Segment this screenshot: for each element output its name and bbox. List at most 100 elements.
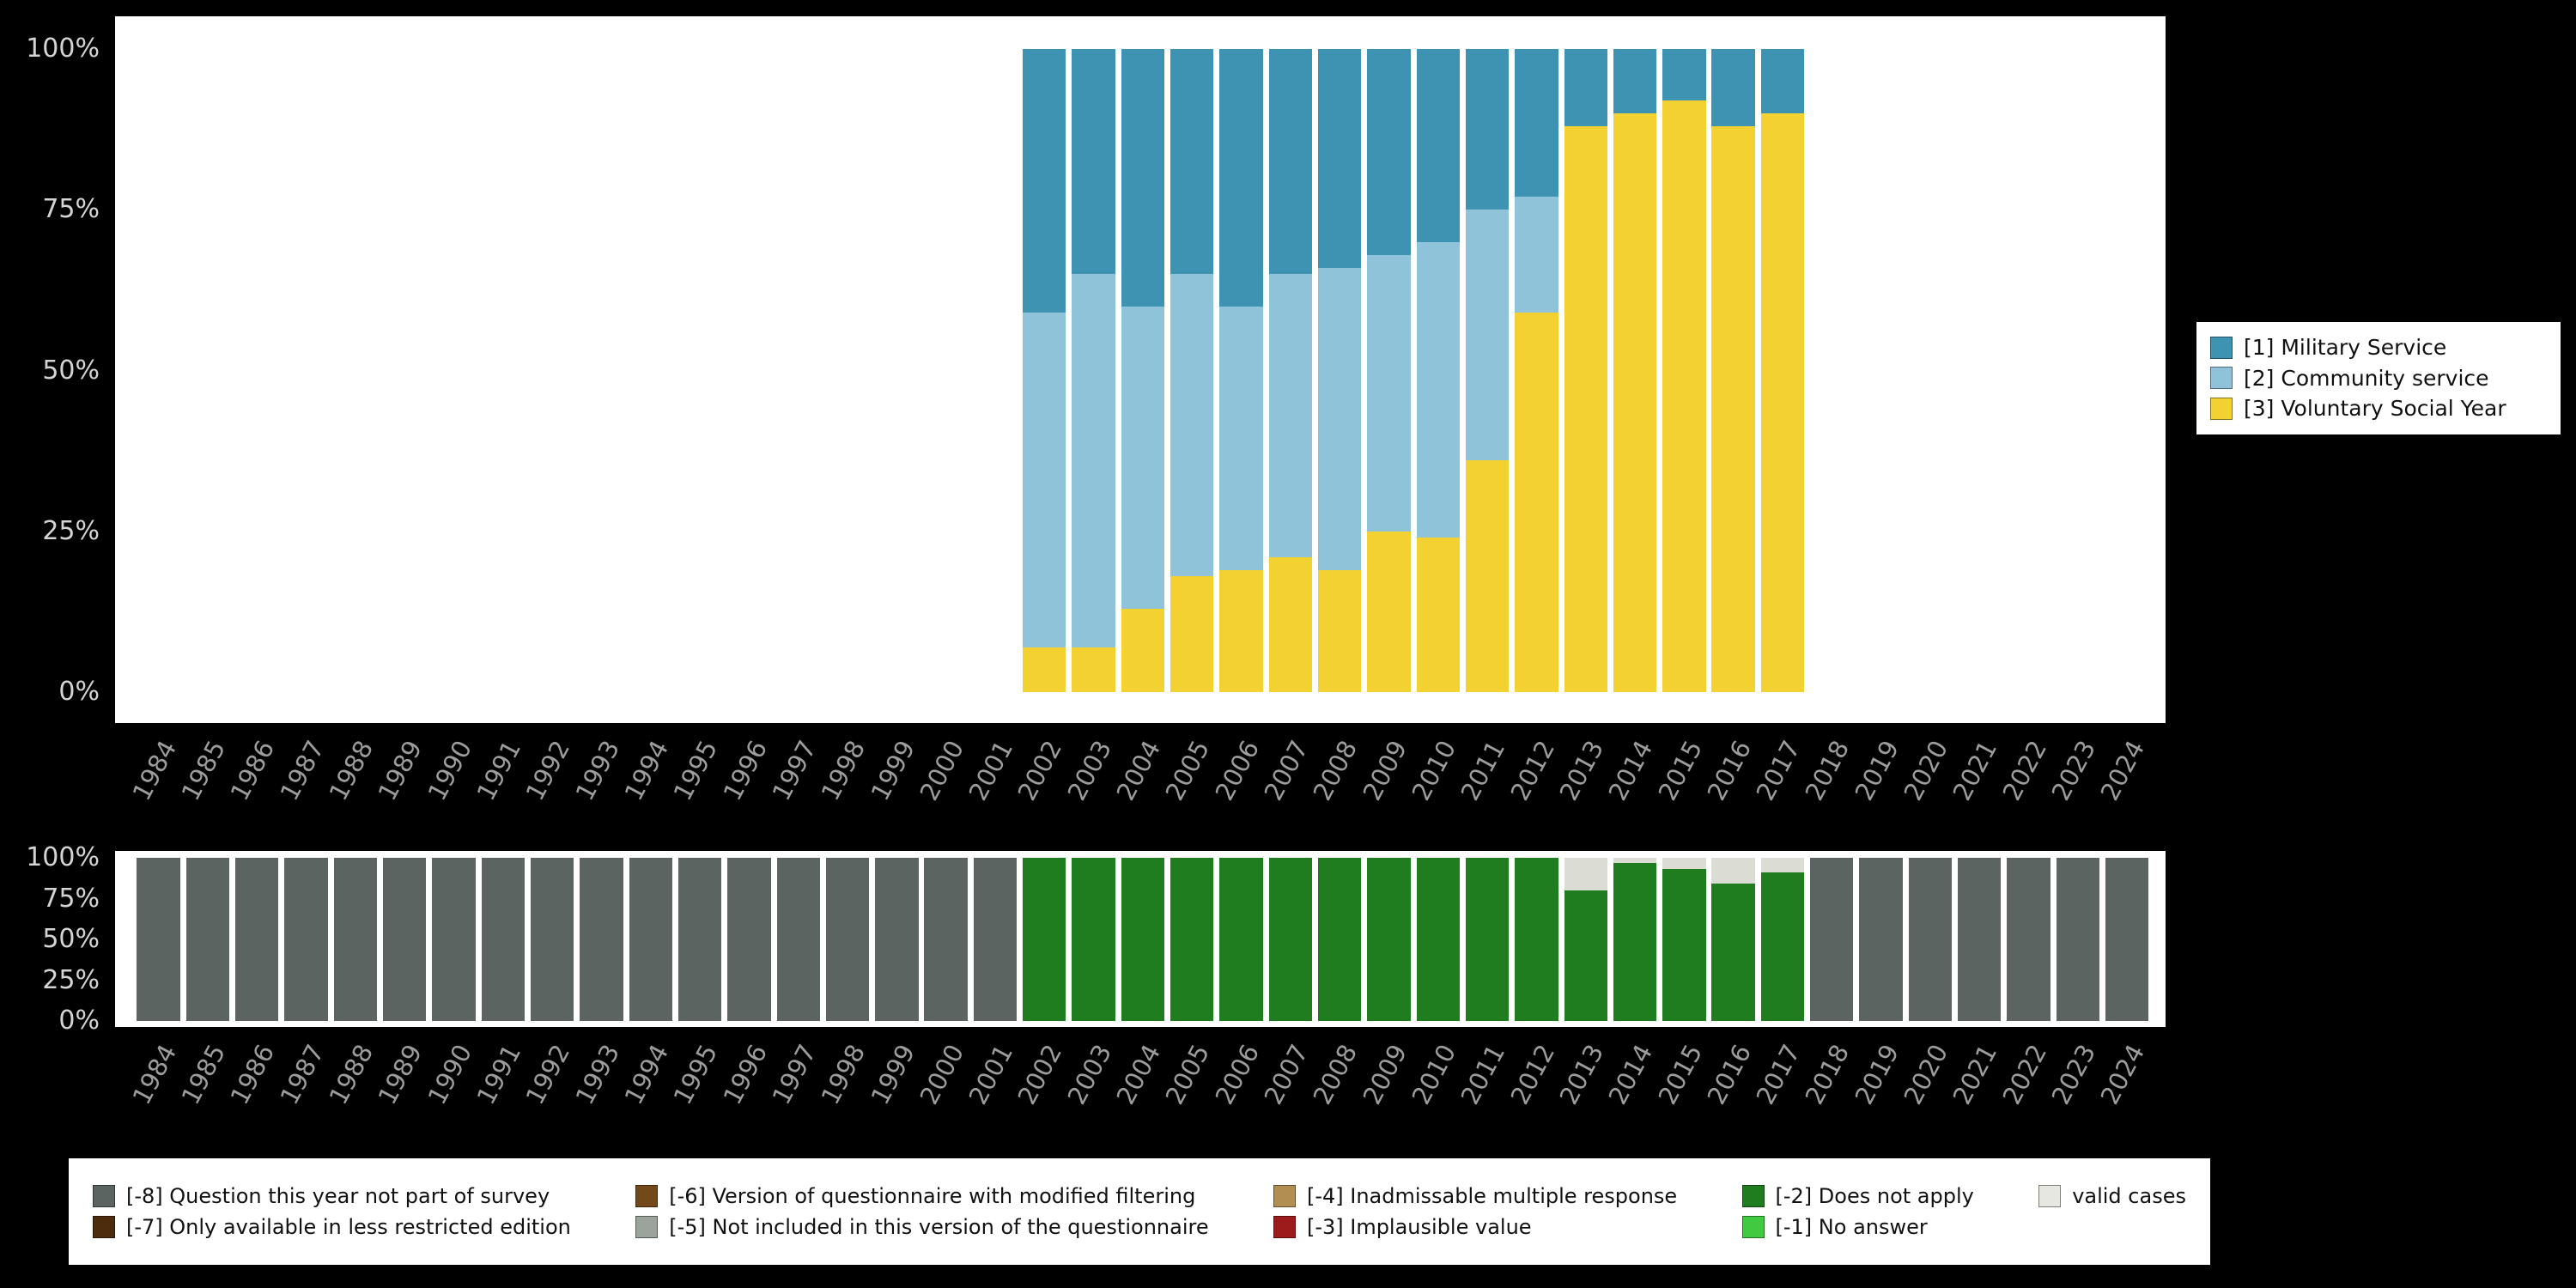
stacked-bar bbox=[974, 858, 1017, 1021]
survey-variable-chart: 0%25%50%75%100% 198419851986198719881989… bbox=[0, 0, 2576, 1288]
x-tick-label: 2007 bbox=[1261, 737, 1312, 805]
y-tick-label: 75% bbox=[42, 886, 100, 912]
bar-slot-2024 bbox=[2103, 858, 2152, 1021]
x-tick-label: 1986 bbox=[228, 737, 279, 805]
stacked-bar bbox=[1909, 858, 1952, 1021]
bar-slot-1993 bbox=[577, 858, 626, 1021]
stacked-bar bbox=[531, 858, 574, 1021]
stacked-bar bbox=[875, 858, 918, 1021]
stacked-bar bbox=[1417, 858, 1460, 1021]
legend-swatch bbox=[93, 1185, 115, 1207]
x-tick-label: 1996 bbox=[720, 1041, 771, 1109]
stacked-bar bbox=[629, 858, 672, 1021]
legend-label: [-8] Question this year not part of surv… bbox=[126, 1185, 550, 1207]
stacked-bar bbox=[1761, 858, 1804, 1021]
legend-label: valid cases bbox=[2072, 1185, 2186, 1207]
x-tick-label: 1986 bbox=[228, 1041, 279, 1109]
bar-slot-2004 bbox=[1118, 49, 1167, 692]
missing-legend-item: [-8] Question this year not part of surv… bbox=[93, 1185, 571, 1207]
bar-segment bbox=[1515, 313, 1558, 692]
bar-segment bbox=[1613, 863, 1656, 1021]
bar-slot-1999 bbox=[872, 49, 921, 692]
x-tick-label: 1998 bbox=[817, 1041, 869, 1109]
bar-slot-1992 bbox=[528, 858, 577, 1021]
x-tick-label: 2020 bbox=[1900, 737, 1952, 805]
bar-segment bbox=[1417, 538, 1460, 692]
stacked-bar bbox=[235, 858, 278, 1021]
bar-segment bbox=[777, 858, 820, 1021]
bar-segment bbox=[1121, 49, 1164, 307]
legend-swatch bbox=[1742, 1185, 1765, 1207]
y-tick-label: 0% bbox=[58, 1008, 100, 1034]
x-tick-label: 1992 bbox=[523, 1041, 574, 1109]
bar-slot-1996 bbox=[725, 858, 774, 1021]
bar-slot-1985 bbox=[183, 858, 232, 1021]
bar-slot-2003 bbox=[1069, 858, 1118, 1021]
bar-slot-1985 bbox=[183, 49, 232, 692]
top-chart-y-axis: 0%25%50%75%100% bbox=[0, 49, 106, 692]
bar-slot-2009 bbox=[1364, 858, 1413, 1021]
bar-slot-2017 bbox=[1758, 858, 1807, 1021]
bar-segment bbox=[1072, 49, 1115, 274]
stacked-bar bbox=[1515, 858, 1558, 1021]
bar-segment bbox=[1269, 858, 1312, 1021]
bar-segment bbox=[1761, 872, 1804, 1021]
stacked-bar bbox=[1711, 49, 1754, 692]
stacked-bar bbox=[2105, 858, 2148, 1021]
missing-legend-item: [-1] No answer bbox=[1742, 1216, 1974, 1238]
x-tick-label: 2001 bbox=[965, 1041, 1017, 1109]
x-tick-label: 2008 bbox=[1310, 737, 1362, 805]
bar-slot-2004 bbox=[1118, 858, 1167, 1021]
bar-segment bbox=[1170, 274, 1213, 576]
x-tick-label: 2009 bbox=[1359, 1041, 1411, 1109]
legend-label: [-4] Inadmissable multiple response bbox=[1307, 1185, 1677, 1207]
x-tick-label: 2010 bbox=[1408, 1041, 1460, 1109]
bar-slot-2008 bbox=[1315, 858, 1364, 1021]
bar-segment bbox=[1219, 49, 1262, 307]
bar-slot-1984 bbox=[134, 49, 183, 692]
x-tick-label: 2013 bbox=[1556, 1041, 1607, 1109]
x-tick-label: 1999 bbox=[867, 737, 919, 805]
x-tick-label: 2003 bbox=[1064, 737, 1115, 805]
legend-label: [1] Military Service bbox=[2244, 336, 2446, 360]
bar-slot-2020 bbox=[1905, 858, 1954, 1021]
bar-segment bbox=[1072, 274, 1115, 647]
stacked-bar bbox=[1367, 49, 1410, 692]
legend-label: [-3] Implausible value bbox=[1307, 1216, 1532, 1238]
bar-slot-2018 bbox=[1807, 858, 1856, 1021]
stacked-bar bbox=[1564, 858, 1607, 1021]
x-tick-label: 2023 bbox=[2048, 737, 2099, 805]
bar-slot-2012 bbox=[1512, 49, 1561, 692]
bar-slot-1991 bbox=[478, 49, 527, 692]
bar-segment bbox=[1269, 49, 1312, 274]
stacked-bar bbox=[1170, 858, 1213, 1021]
x-tick-label: 2018 bbox=[1802, 737, 1854, 805]
x-tick-label: 2009 bbox=[1359, 737, 1411, 805]
bar-slot-2016 bbox=[1709, 858, 1758, 1021]
missing-legend-item: [-2] Does not apply bbox=[1742, 1185, 1974, 1207]
stacked-bar bbox=[1810, 858, 1853, 1021]
x-tick-label: 1987 bbox=[276, 1041, 328, 1109]
legend-label: [3] Voluntary Social Year bbox=[2244, 397, 2506, 421]
bar-segment bbox=[1121, 609, 1164, 692]
legend-swatch bbox=[2210, 367, 2233, 389]
bar-segment bbox=[1466, 460, 1509, 692]
stacked-bar bbox=[1219, 858, 1262, 1021]
bar-slot-2015 bbox=[1660, 858, 1709, 1021]
x-tick-label: 2024 bbox=[2098, 1041, 2149, 1109]
bar-slot-1986 bbox=[233, 49, 282, 692]
bar-segment bbox=[1367, 255, 1410, 532]
stacked-bar bbox=[1466, 49, 1509, 692]
legend-swatch bbox=[1273, 1216, 1296, 1238]
bottom-chart-y-axis: 0%25%50%75%100% bbox=[0, 858, 106, 1021]
x-tick-label: 2021 bbox=[1950, 737, 2002, 805]
bar-slot-1988 bbox=[331, 858, 380, 1021]
bar-segment bbox=[924, 858, 967, 1021]
x-tick-label: 2004 bbox=[1113, 1041, 1164, 1109]
x-tick-label: 2019 bbox=[1851, 1041, 1903, 1109]
bar-slot-2023 bbox=[2053, 49, 2102, 692]
x-tick-label: 2002 bbox=[1015, 1041, 1066, 1109]
bar-segment bbox=[1761, 858, 1804, 872]
bar-slot-2018 bbox=[1807, 49, 1856, 692]
x-tick-label: 2019 bbox=[1851, 737, 1903, 805]
